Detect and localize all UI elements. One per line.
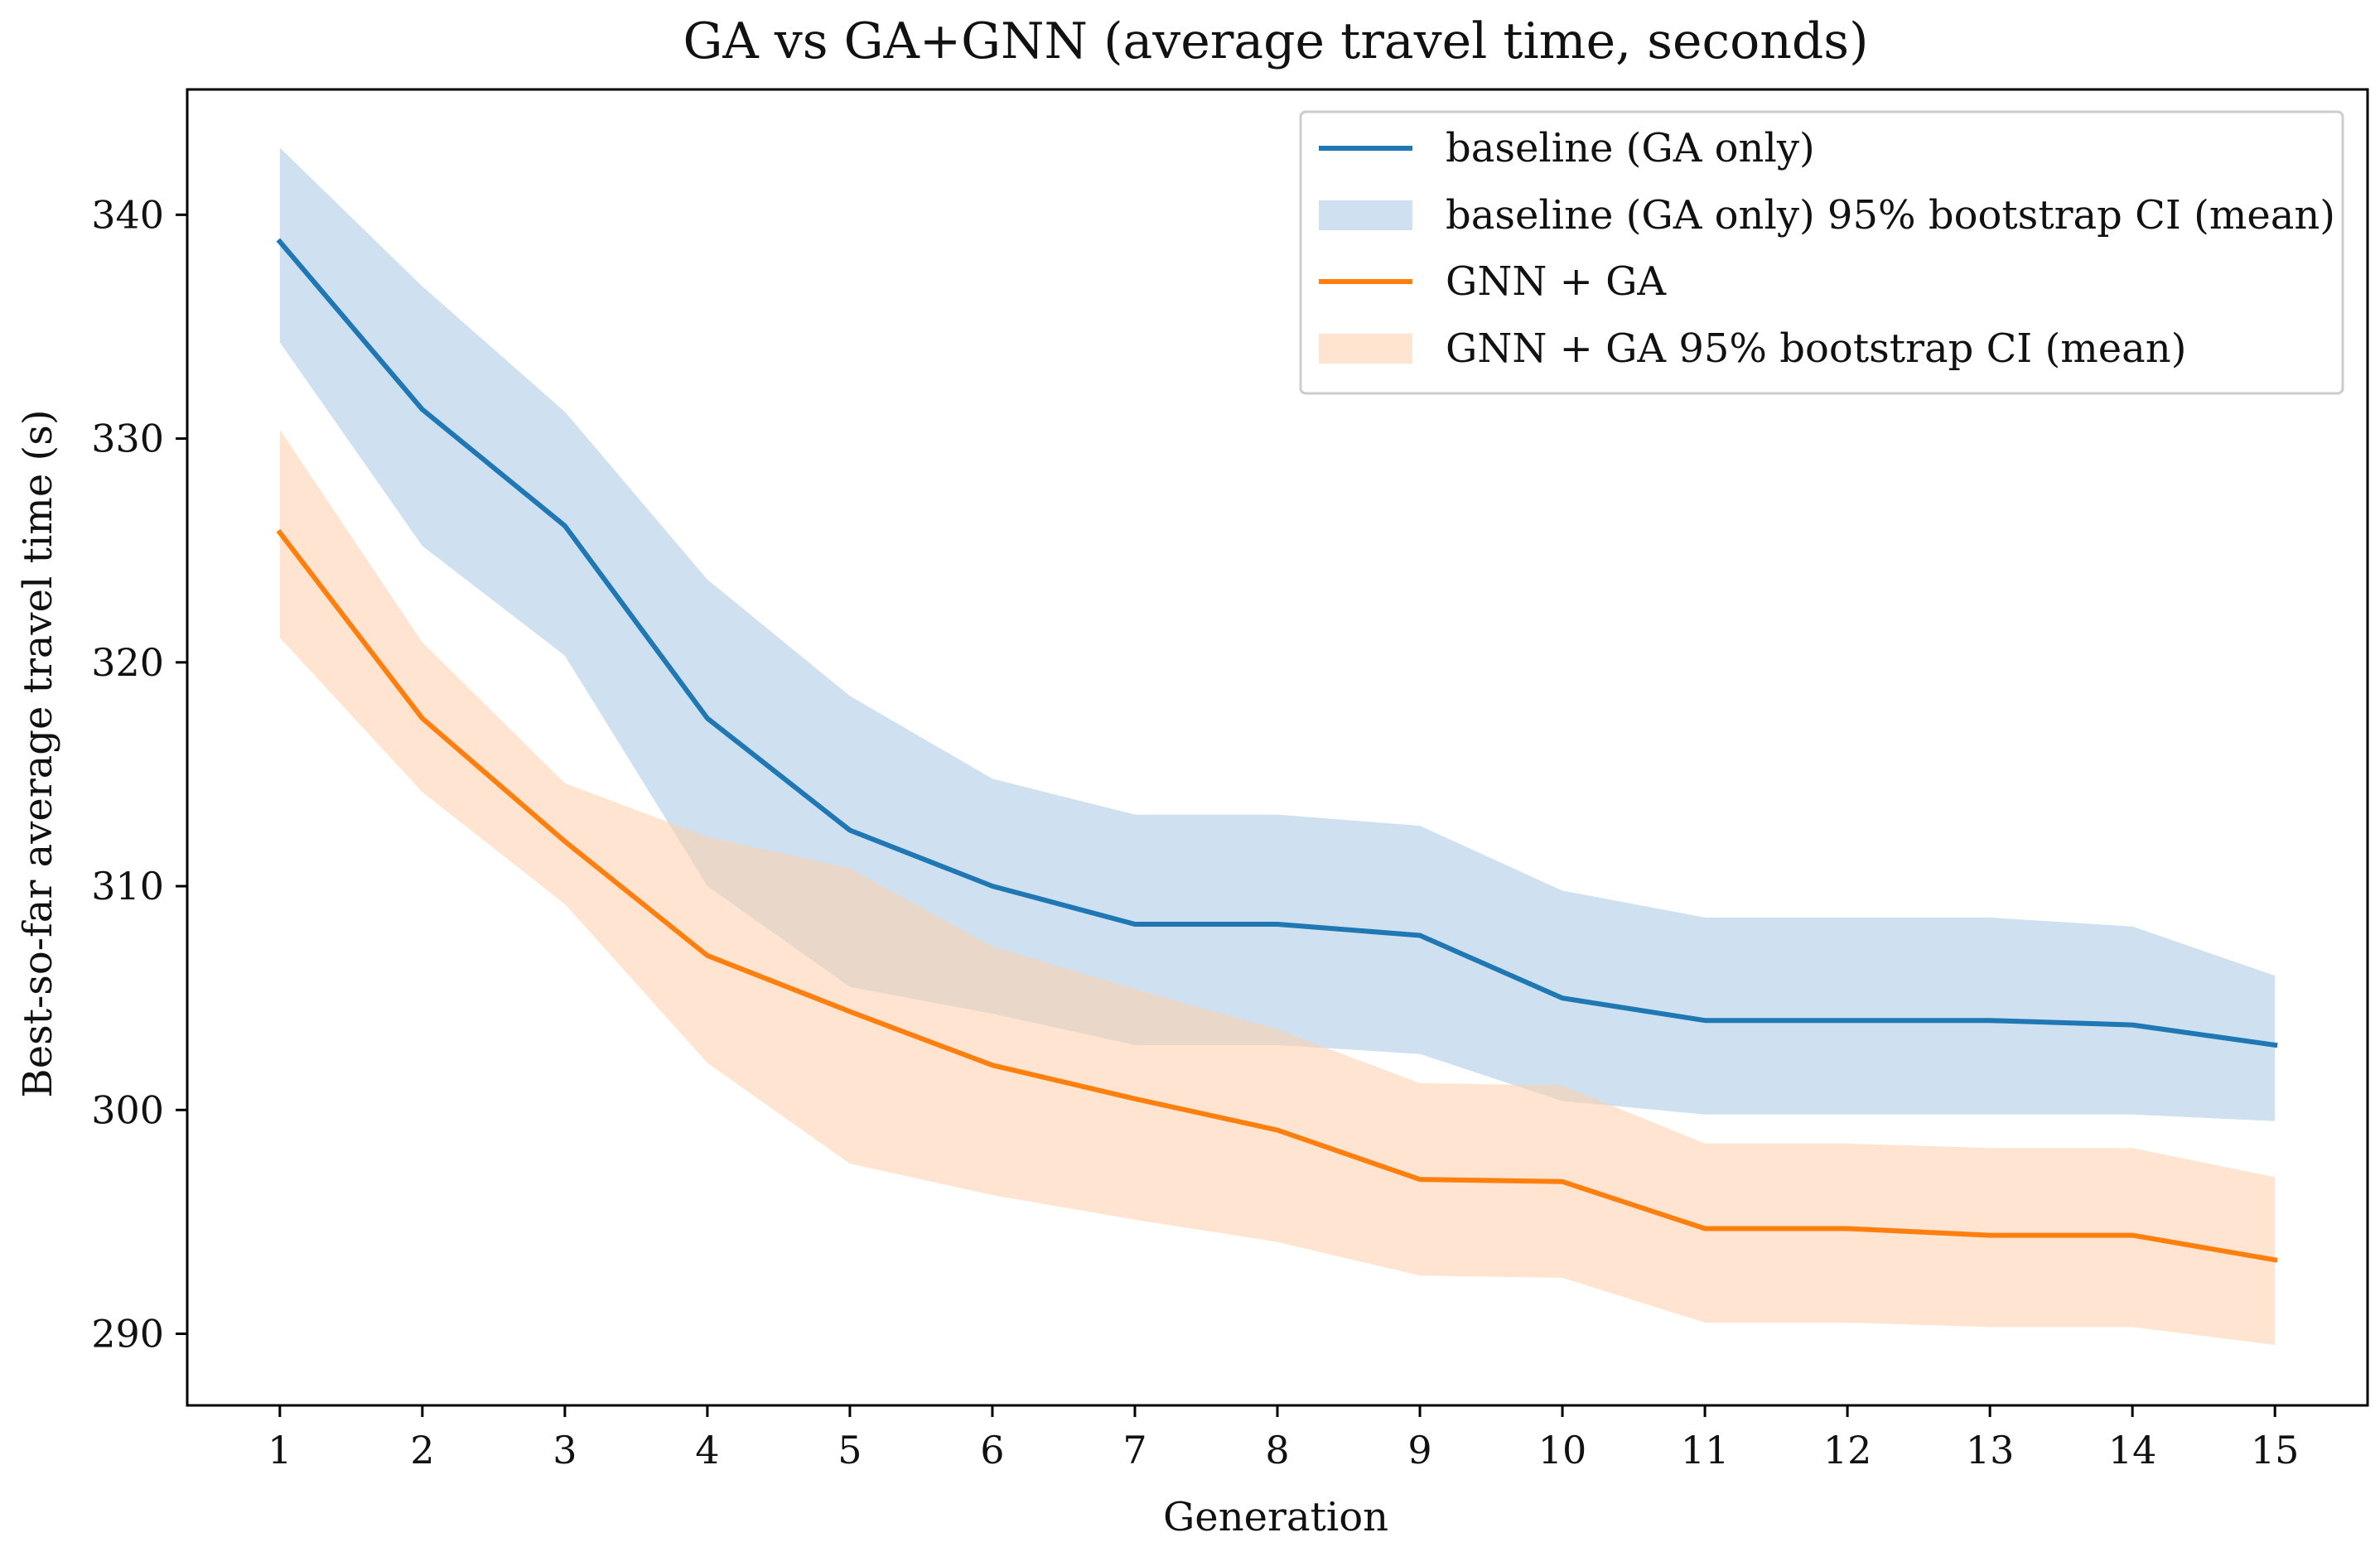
x-tick-label-4: 4 [695, 1428, 719, 1472]
x-axis-ticks: 1 2 3 4 5 6 7 8 9 10 11 12 13 14 15 [268, 1405, 2299, 1472]
series-line-gnn [276, 528, 2278, 1263]
y-tick-label-330: 330 [91, 417, 164, 461]
x-tick-label-2: 2 [410, 1428, 434, 1472]
ci-bands-layer [279, 147, 2276, 1345]
legend-swatch-baseline-ci [1319, 200, 1412, 230]
x-tick-label-12: 12 [1823, 1428, 1872, 1472]
x-tick-label-9: 9 [1407, 1428, 1431, 1472]
legend-label-baseline-ci: baseline (GA only) 95% bootstrap CI (mea… [1446, 192, 2335, 239]
x-tick-label-14: 14 [2108, 1428, 2157, 1472]
legend-box [1299, 110, 2344, 395]
legend-swatch-gnn-ci [1319, 334, 1412, 364]
x-tick-label-5: 5 [838, 1428, 862, 1472]
x-tick-label-13: 13 [1966, 1428, 2015, 1472]
x-tick-label-15: 15 [2251, 1428, 2300, 1472]
y-tick-label-340: 340 [91, 192, 164, 237]
y-axis-ticks: 290 300 310 320 330 340 [91, 192, 187, 1357]
legend-label-gnn-ci: GNN + GA 95% bootstrap CI (mean) [1446, 325, 2186, 372]
x-tick-label-11: 11 [1681, 1428, 1730, 1472]
chart-title: GA vs GA+GNN (average travel time, secon… [683, 12, 1868, 70]
x-tick-label-8: 8 [1265, 1428, 1289, 1472]
legend-label-baseline: baseline (GA only) [1446, 125, 1815, 171]
y-tick-label-310: 310 [91, 864, 164, 908]
x-tick-label-3: 3 [553, 1428, 577, 1472]
x-tick-label-6: 6 [980, 1428, 1004, 1472]
x-axis-label: Generation [1163, 1494, 1388, 1540]
y-tick-label-300: 300 [91, 1087, 164, 1132]
series-lines-layer [276, 238, 2278, 1263]
x-tick-label-10: 10 [1538, 1428, 1587, 1472]
x-tick-label-1: 1 [268, 1428, 292, 1472]
series-line-baseline [276, 238, 2278, 1048]
x-tick-label-7: 7 [1122, 1428, 1147, 1472]
y-tick-label-290: 290 [91, 1312, 164, 1357]
legend-label-gnn: GNN + GA [1446, 258, 1667, 305]
ci-band-gnn [279, 429, 2276, 1345]
y-tick-label-320: 320 [91, 640, 164, 685]
y-axis-label: Best-so-far average travel time (s) [15, 409, 61, 1097]
legend: baseline (GA only) baseline (GA only) 95… [1299, 110, 2344, 395]
